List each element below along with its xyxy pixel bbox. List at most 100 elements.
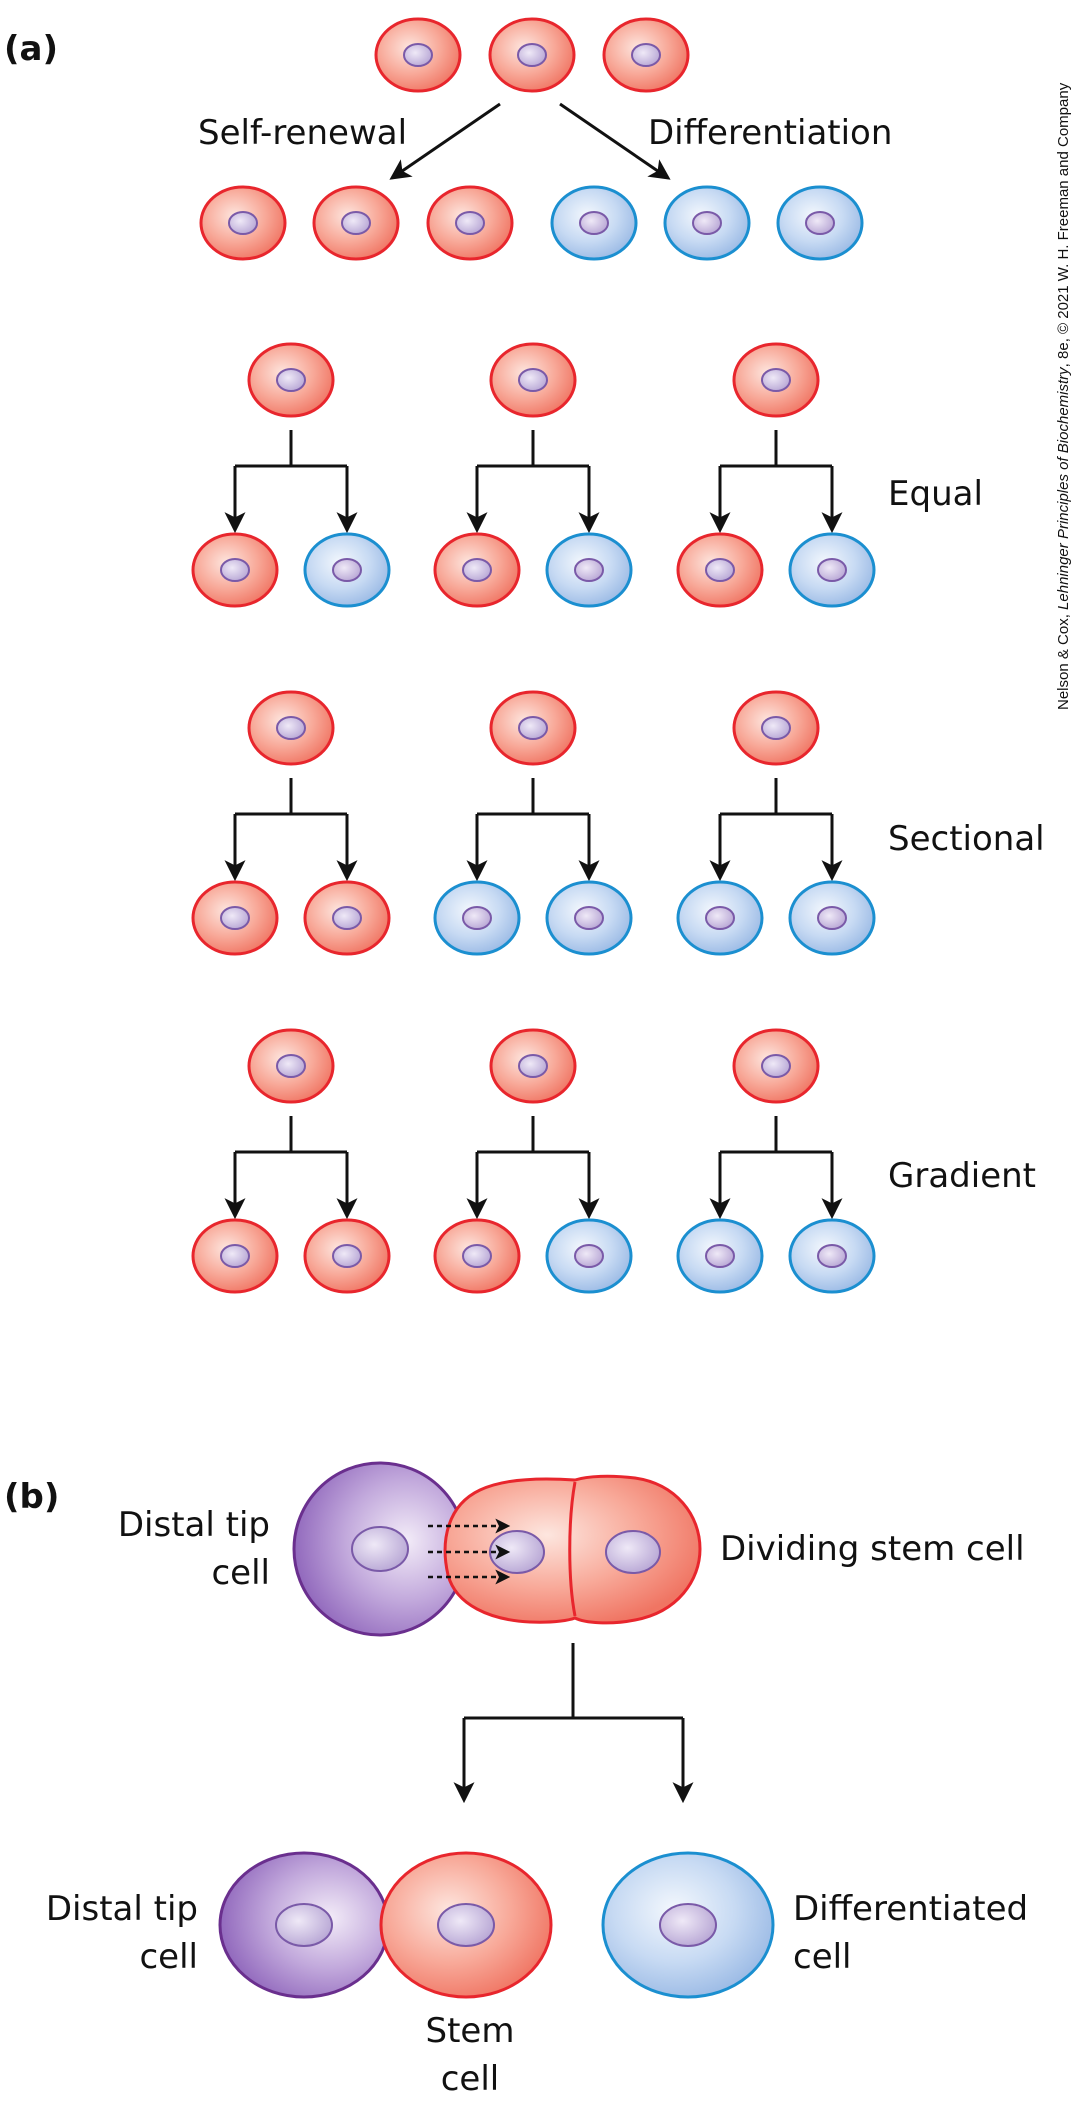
nucleus bbox=[574, 558, 604, 582]
nucleus bbox=[351, 1526, 409, 1572]
stem-cell bbox=[489, 1028, 577, 1104]
diff-cell bbox=[303, 532, 391, 608]
nucleus bbox=[574, 906, 604, 930]
diff-cell bbox=[545, 880, 633, 956]
credit-authors: Nelson & Cox, bbox=[1055, 610, 1072, 710]
diff-cell bbox=[776, 185, 864, 261]
nucleus bbox=[705, 906, 735, 930]
credit-edition: , 8e, © 2021 W. H. Freeman and Company bbox=[1055, 82, 1072, 367]
division-group bbox=[191, 342, 391, 608]
nucleus bbox=[489, 1530, 545, 1574]
dividing-cell-membrane bbox=[443, 1474, 702, 1625]
division-group bbox=[676, 342, 876, 608]
diff-cell bbox=[550, 185, 638, 261]
distal-tip-cell bbox=[218, 1851, 390, 1999]
self-renewal-vs-differentiation bbox=[199, 17, 864, 261]
division-arrow bbox=[466, 778, 600, 882]
nucleus bbox=[574, 1244, 604, 1268]
distal-tip-signaling bbox=[292, 1461, 702, 1637]
dividing-stem-cell bbox=[443, 1474, 702, 1625]
differentiation-arrow bbox=[559, 102, 671, 180]
diff-cell bbox=[545, 1218, 633, 1294]
division-arrow bbox=[466, 1116, 600, 1220]
nucleus bbox=[518, 1054, 548, 1078]
division-row bbox=[191, 1028, 876, 1294]
diff-cell bbox=[676, 1218, 764, 1294]
nucleus bbox=[276, 368, 306, 392]
stem-cell bbox=[374, 17, 462, 93]
division-patterns bbox=[191, 342, 876, 1294]
differentiated-cell bbox=[601, 1851, 775, 1999]
stem-cell bbox=[732, 690, 820, 766]
diff-cell bbox=[788, 880, 876, 956]
copyright-credit: Nelson & Cox, Lehninger Principles of Bi… bbox=[1055, 82, 1072, 710]
stem-cell-line1: Stem bbox=[426, 2011, 515, 2051]
nucleus bbox=[518, 716, 548, 740]
stem-cell bbox=[199, 185, 287, 261]
stem-cell bbox=[489, 342, 577, 418]
credit-book-title: Lehninger Principles of Biochemistry bbox=[1055, 366, 1072, 610]
stem-cell bbox=[488, 17, 576, 93]
nucleus bbox=[817, 1244, 847, 1268]
nucleus bbox=[631, 43, 661, 67]
division-group bbox=[433, 342, 633, 608]
nucleus bbox=[455, 211, 485, 235]
nucleus bbox=[462, 906, 492, 930]
differentiated-cell-line1: Differentiated bbox=[793, 1889, 1028, 1929]
nucleus bbox=[817, 558, 847, 582]
nucleus bbox=[341, 211, 371, 235]
nucleus bbox=[276, 1054, 306, 1078]
division-arrow bbox=[466, 430, 600, 534]
nucleus bbox=[403, 43, 433, 67]
division-arrow bbox=[709, 430, 843, 534]
cleavage-furrow bbox=[568, 1481, 577, 1617]
nucleus bbox=[761, 716, 791, 740]
nucleus bbox=[579, 211, 609, 235]
differentiation-label: Differentiation bbox=[648, 113, 892, 153]
row-label-equal: Equal bbox=[888, 474, 983, 514]
nucleus bbox=[332, 906, 362, 930]
nucleus bbox=[659, 1903, 717, 1947]
diff-cell bbox=[788, 532, 876, 608]
nucleus bbox=[761, 1054, 791, 1078]
distal-tip-top-line1: Distal tip bbox=[118, 1505, 270, 1545]
stem-cell bbox=[191, 1218, 279, 1294]
division-row bbox=[191, 342, 876, 608]
stem-cell bbox=[676, 532, 764, 608]
signal-arrows bbox=[428, 1518, 511, 1585]
nucleus bbox=[462, 558, 492, 582]
division-arrow bbox=[709, 778, 843, 882]
stem-cell-line2: cell bbox=[441, 2059, 500, 2099]
row-label-sectional: Sectional bbox=[888, 819, 1045, 859]
nucleus bbox=[518, 368, 548, 392]
division-arrow bbox=[224, 1116, 358, 1220]
diff-cell bbox=[663, 185, 751, 261]
diff-cell bbox=[545, 532, 633, 608]
panel-b-label: (b) bbox=[4, 1477, 59, 1517]
nucleus bbox=[437, 1903, 495, 1947]
division-group bbox=[433, 1028, 633, 1294]
stem-cell bbox=[426, 185, 514, 261]
differentiated-cell-line2: cell bbox=[793, 1937, 852, 1977]
diff-cell bbox=[676, 880, 764, 956]
nucleus bbox=[332, 558, 362, 582]
stem-cell bbox=[191, 532, 279, 608]
stem-cell bbox=[489, 690, 577, 766]
distal-tip-top-line2: cell bbox=[211, 1553, 270, 1593]
nucleus bbox=[705, 558, 735, 582]
stem-cell bbox=[433, 1218, 521, 1294]
distal-tip-bottom-line2: cell bbox=[139, 1937, 198, 1977]
row-label-gradient: Gradient bbox=[888, 1156, 1036, 1196]
division-outcome bbox=[218, 1643, 775, 1999]
nucleus bbox=[517, 43, 547, 67]
stem-cell bbox=[433, 532, 521, 608]
nucleus bbox=[220, 558, 250, 582]
stem-cell bbox=[602, 17, 690, 93]
stem-cell bbox=[303, 1218, 391, 1294]
stem-cell bbox=[191, 880, 279, 956]
division-arrow bbox=[224, 778, 358, 882]
self-renewal-arrow bbox=[389, 102, 501, 180]
stem-cell bbox=[303, 880, 391, 956]
nucleus bbox=[817, 906, 847, 930]
